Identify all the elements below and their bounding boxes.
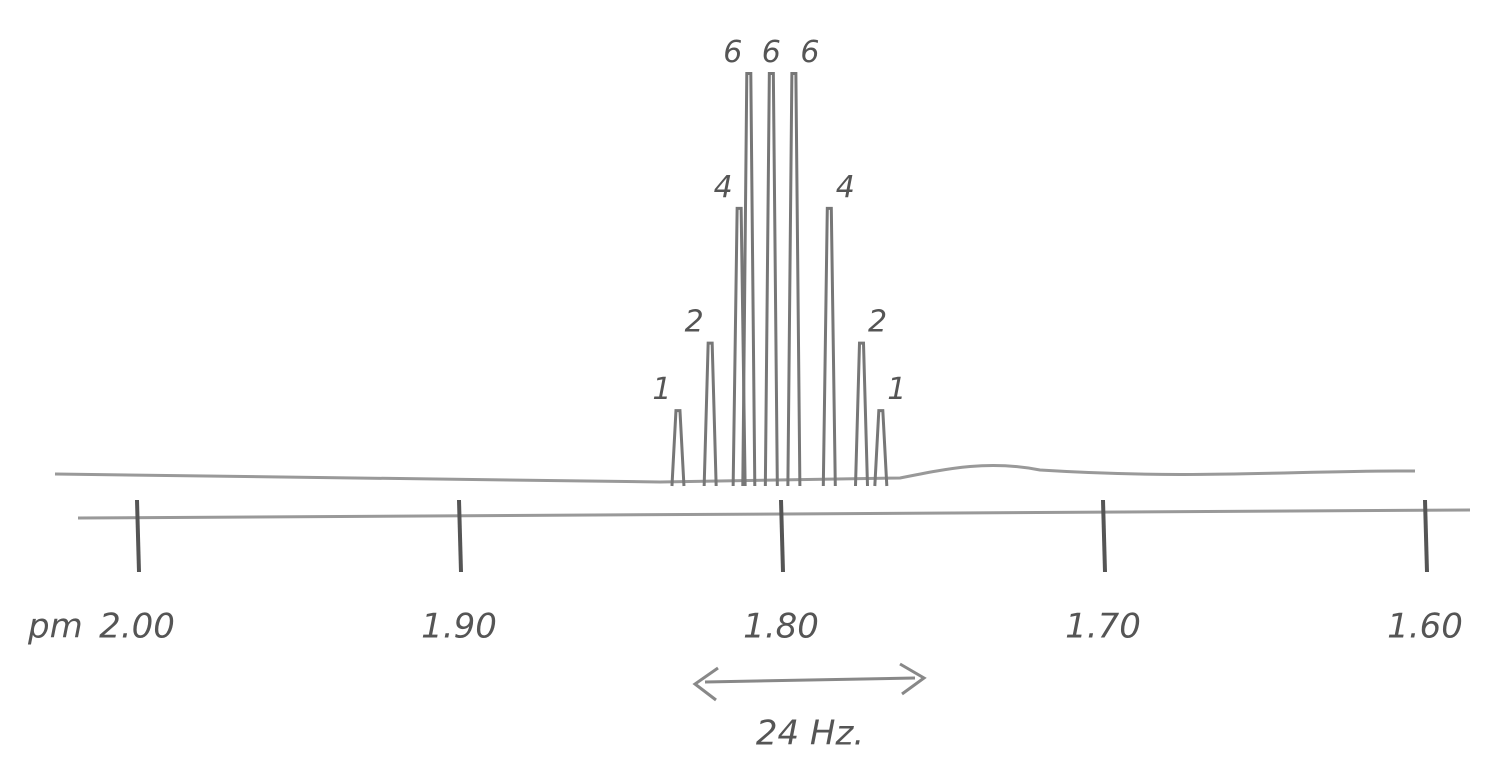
x-tick-label: 1.80 — [743, 607, 819, 647]
peak — [823, 208, 835, 486]
chart: pm 24 Hz. 2.001.901.801.701.60124666421 — [0, 0, 1509, 759]
x-tick — [459, 500, 461, 572]
span-arrow — [695, 664, 924, 700]
x-tick — [1425, 500, 1427, 572]
x-tick — [1103, 500, 1105, 572]
peak — [672, 411, 684, 486]
baseline — [55, 465, 1415, 482]
peak-label: 4 — [836, 170, 855, 205]
annotation: 24 Hz. — [756, 714, 864, 754]
peak — [765, 73, 777, 486]
x-tick-label: 2.00 — [99, 607, 175, 647]
x-tick-label: 1.60 — [1387, 607, 1463, 647]
x-tick-label: 1.70 — [1065, 607, 1141, 647]
x-tick-label: 1.90 — [421, 607, 497, 647]
peak-label: 1 — [887, 372, 906, 407]
peak — [856, 343, 868, 486]
x-tick — [137, 500, 139, 572]
peak-label: 2 — [868, 305, 887, 340]
peak — [788, 73, 800, 486]
peak-label: 2 — [685, 305, 704, 340]
peak — [704, 343, 716, 486]
x-axis-label: pm — [27, 607, 83, 647]
x-axis — [78, 510, 1470, 518]
peak-label: 6 — [800, 35, 819, 70]
peak — [743, 73, 755, 486]
peak-label: 4 — [714, 170, 733, 205]
peak-label: 6 — [762, 35, 781, 70]
peak-label: 6 — [723, 35, 742, 70]
x-tick — [781, 500, 783, 572]
peak — [875, 411, 887, 486]
peak-label: 1 — [652, 372, 671, 407]
